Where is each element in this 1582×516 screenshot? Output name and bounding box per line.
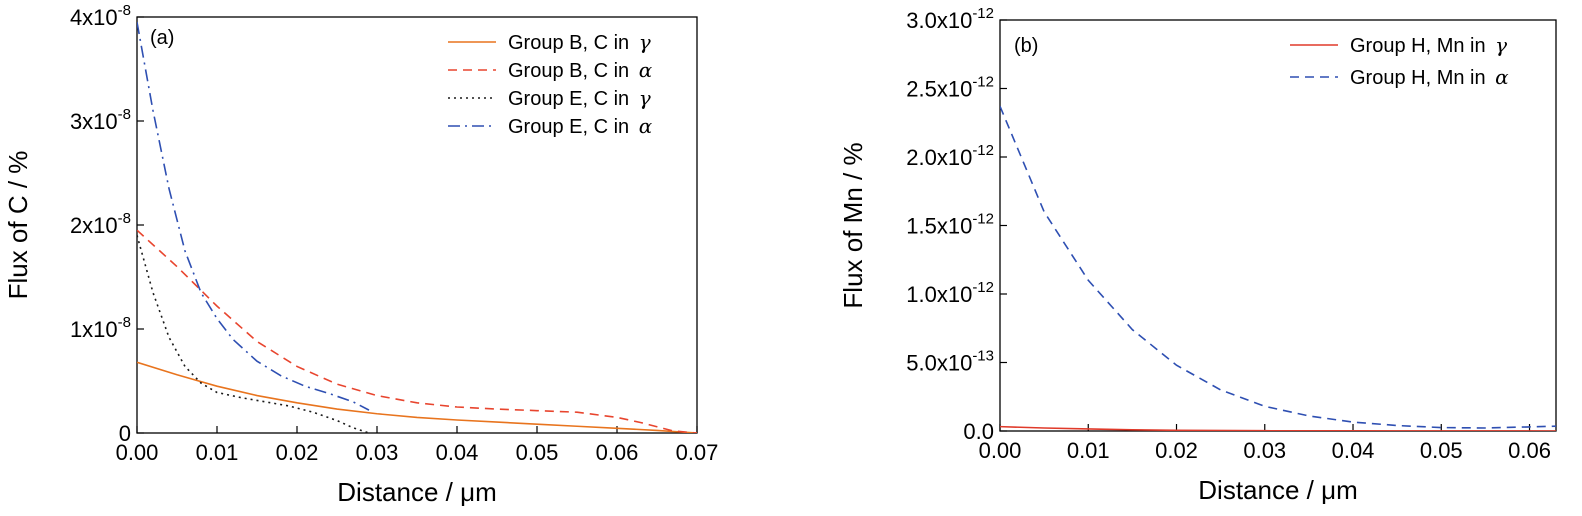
x-tick-label: 0.05: [516, 440, 559, 465]
series-line-2: [1000, 106, 1556, 429]
y-tick-exponent: -12: [972, 211, 994, 228]
legend-label-1: Group H, Mn in γ: [1350, 33, 1507, 57]
x-tick-label: 0.04: [1332, 438, 1375, 463]
series-line-2: [137, 229, 697, 433]
legend-greek-symbol: α: [639, 58, 653, 82]
legend-label-2: Group H, Mn in α: [1350, 65, 1509, 89]
series-line-3: [137, 235, 370, 433]
x-tick-label: 0.03: [1243, 438, 1286, 463]
y-tick-base: 1.5x10: [906, 214, 972, 239]
y-tick-exponent: -12: [972, 5, 994, 22]
x-axis-label: Distance / μm: [1198, 475, 1357, 505]
y-tick-base: 3x10: [70, 109, 118, 134]
y-tick-base: 5.0x10: [906, 351, 972, 376]
x-tick-label: 0.06: [1508, 438, 1551, 463]
y-tick-base: 0: [119, 421, 131, 446]
y-tick-exponent: -12: [972, 279, 994, 296]
y-axis-label: Flux of Mn / %: [838, 142, 868, 308]
panel-label: (a): [150, 27, 174, 49]
x-tick-label: 0.02: [276, 440, 319, 465]
legend-label-4: Group E, C in α: [508, 114, 653, 138]
x-tick-label: 0.02: [1155, 438, 1198, 463]
y-tick-label: 1.0x10-12: [906, 279, 994, 307]
legend-greek-symbol: α: [639, 114, 653, 138]
panel-label: (b): [1014, 35, 1038, 57]
legend-text: Group B, C in: [508, 32, 635, 54]
legend-label-3: Group E, C in γ: [508, 86, 651, 110]
x-tick-label: 0.04: [436, 440, 479, 465]
y-tick-label: 3x10-8: [70, 106, 131, 134]
y-tick-base: 3.0x10: [906, 8, 972, 33]
y-tick-exponent: -12: [972, 74, 994, 91]
series-line-4: [137, 22, 370, 411]
legend-text: Group E, C in: [508, 116, 635, 138]
y-tick-exponent: -8: [118, 210, 131, 227]
x-tick-label: 0.01: [1067, 438, 1110, 463]
chart-panel-b: 0.00 0.01 0.02 0.03 0.04 0.05 0.06 0.0 5.0x10-13…: [838, 5, 1557, 505]
legend-text: Group H, Mn in: [1350, 67, 1491, 89]
legend-text: Group E, C in: [508, 88, 635, 110]
x-tick-label: 0.07: [676, 440, 719, 465]
y-tick-exponent: -8: [118, 106, 131, 123]
y-tick-exponent: -8: [118, 314, 131, 331]
x-tick-label: 0.01: [196, 440, 239, 465]
y-tick-label: 2.5x10-12: [906, 74, 994, 102]
y-tick-label: 4x10-8: [70, 2, 131, 30]
legend-text: Group B, C in: [508, 60, 635, 82]
y-tick-base: 2.0x10: [906, 145, 972, 170]
y-tick-exponent: -8: [118, 2, 131, 19]
x-tick-label: 0.00: [979, 438, 1022, 463]
y-tick-label: 5.0x10-13: [906, 348, 994, 376]
legend-text: Group H, Mn in: [1350, 35, 1491, 57]
series-line-1: [1000, 425, 1556, 431]
y-axis-label: Flux of C / %: [3, 151, 33, 300]
y-tick-base: 2.5x10: [906, 77, 972, 102]
legend-greek-symbol: γ: [1495, 33, 1507, 57]
series-line-1: [137, 361, 697, 433]
x-axis-label: Distance / μm: [337, 477, 496, 507]
y-tick-base: 4x10: [70, 5, 118, 30]
y-tick-label: 3.0x10-12: [906, 5, 994, 33]
y-tick-label: 0.0: [963, 419, 994, 444]
y-tick-base: 2x10: [70, 213, 118, 238]
y-tick-base: 1x10: [70, 317, 118, 342]
legend-label-1: Group B, C in γ: [508, 30, 651, 54]
legend-greek-symbol: γ: [639, 30, 651, 54]
x-tick-label: 0.00: [116, 440, 159, 465]
x-tick-label: 0.03: [356, 440, 399, 465]
chart-panel-a: 0.00 0.01 0.02 0.03 0.04 0.05 0.06 0.0701x10-82…: [3, 2, 718, 507]
x-tick-label: 0.06: [596, 440, 639, 465]
y-tick-base: 1.0x10: [906, 282, 972, 307]
y-tick-label: 2.0x10-12: [906, 142, 994, 170]
y-tick-label: 2x10-8: [70, 210, 131, 238]
legend-label-2: Group B, C in α: [508, 58, 653, 82]
y-tick-label: 1x10-8: [70, 314, 131, 342]
y-tick-exponent: -12: [972, 142, 994, 159]
legend-greek-symbol: γ: [639, 86, 651, 110]
y-tick-exponent: -13: [972, 348, 994, 365]
y-tick-label: 1.5x10-12: [906, 211, 994, 239]
x-tick-label: 0.05: [1420, 438, 1463, 463]
y-tick-base: 0.0: [963, 419, 994, 444]
legend-greek-symbol: α: [1495, 65, 1509, 89]
y-tick-label: 0: [119, 421, 131, 446]
